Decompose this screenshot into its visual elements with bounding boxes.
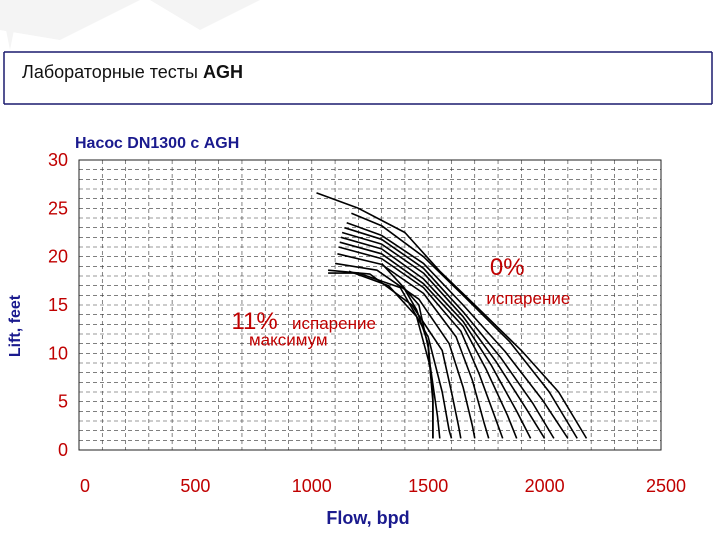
x-tick-label: 2500 xyxy=(646,476,686,496)
series-line-3 xyxy=(346,222,569,439)
x-tick-label: 1000 xyxy=(292,476,332,496)
series-line-11 xyxy=(328,269,462,439)
series-line-10 xyxy=(334,262,476,439)
series-line-7 xyxy=(339,241,518,439)
y-axis-label: Lift, feet xyxy=(7,294,24,357)
x-tick-label: 2000 xyxy=(525,476,565,496)
series-line-6 xyxy=(340,236,532,439)
y-tick-label: 25 xyxy=(48,198,68,218)
chart-grid xyxy=(79,160,661,450)
slide-title-main: Лабораторные тесты xyxy=(22,62,203,82)
chart-title: Насос DN1300 с AGH xyxy=(75,135,239,152)
annotation-label: 0% xyxy=(490,254,525,281)
y-tick-label: 20 xyxy=(48,247,68,267)
y-tick-label: 5 xyxy=(58,392,68,412)
series-line-15 xyxy=(381,262,434,439)
chart-series xyxy=(316,192,588,439)
y-tick-label: 15 xyxy=(48,295,68,315)
plot-area-frame xyxy=(78,159,662,451)
slide-title-bold: AGH xyxy=(202,62,243,82)
annotation-label: 11% xyxy=(231,308,277,335)
annotation-label: испарение xyxy=(486,289,570,308)
x-tick-label: 500 xyxy=(180,476,210,496)
series-line-12 xyxy=(328,272,453,439)
x-axis-label: Flow, bpd xyxy=(326,508,409,528)
series-line-5 xyxy=(341,231,546,439)
y-tick-label: 0 xyxy=(58,440,68,460)
slide-title: Лабораторные тесты AGH xyxy=(22,62,243,83)
series-line-1 xyxy=(316,192,588,439)
annotation-label: максимум xyxy=(249,331,328,350)
y-tick-label: 10 xyxy=(48,343,68,363)
series-line-8 xyxy=(338,246,504,439)
x-tick-label: 0 xyxy=(80,476,90,496)
y-tick-labels: 0 5 10 15 20 25 30 xyxy=(48,150,68,460)
series-line-2 xyxy=(351,212,578,439)
y-tick-label: 30 xyxy=(48,150,68,170)
series-line-13 xyxy=(348,270,441,439)
series-line-9 xyxy=(337,253,490,439)
series-line-4 xyxy=(344,226,555,439)
x-tick-labels: 0 500 1000 1500 2000 2500 xyxy=(80,476,686,496)
x-tick-label: 1500 xyxy=(408,476,448,496)
watermark-shapes xyxy=(0,0,260,50)
annotation-label: испарение xyxy=(292,314,376,333)
